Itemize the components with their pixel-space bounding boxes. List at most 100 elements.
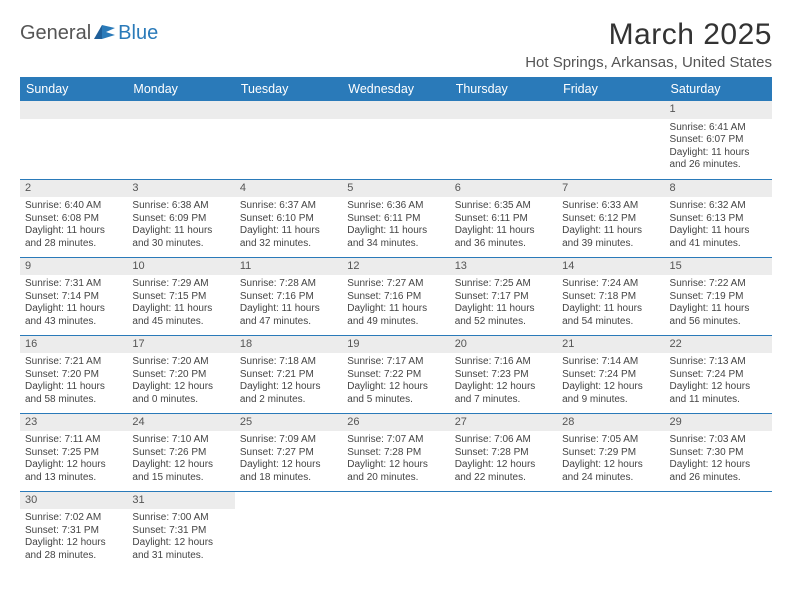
day-body: Sunrise: 6:41 AMSunset: 6:07 PMDaylight:… [665, 119, 772, 176]
sunset-line: Sunset: 7:28 PM [347, 447, 444, 460]
sunrise-line: Sunrise: 7:20 AM [132, 356, 229, 369]
sunrise-line: Sunrise: 6:32 AM [670, 200, 767, 213]
sunset-line: Sunset: 6:11 PM [455, 213, 552, 226]
day-number [235, 101, 342, 119]
day-number: 3 [127, 180, 234, 198]
day-number: 6 [450, 180, 557, 198]
sunrise-line: Sunrise: 7:10 AM [132, 434, 229, 447]
day-body: Sunrise: 7:28 AMSunset: 7:16 PMDaylight:… [235, 275, 342, 332]
day-number: 22 [665, 336, 772, 354]
weekday-header: Friday [557, 77, 664, 101]
daylight-line: Daylight: 11 hours and 26 minutes. [670, 147, 767, 172]
day-body: Sunrise: 6:37 AMSunset: 6:10 PMDaylight:… [235, 197, 342, 254]
weekday-header: Saturday [665, 77, 772, 101]
calendar-cell [235, 491, 342, 569]
day-body: Sunrise: 7:05 AMSunset: 7:29 PMDaylight:… [557, 431, 664, 488]
weekday-header: Wednesday [342, 77, 449, 101]
day-body: Sunrise: 6:40 AMSunset: 6:08 PMDaylight:… [20, 197, 127, 254]
daylight-line: Daylight: 12 hours and 5 minutes. [347, 381, 444, 406]
day-number: 28 [557, 414, 664, 432]
calendar-row: 2Sunrise: 6:40 AMSunset: 6:08 PMDaylight… [20, 179, 772, 257]
sunset-line: Sunset: 7:27 PM [240, 447, 337, 460]
daylight-line: Daylight: 11 hours and 45 minutes. [132, 303, 229, 328]
sunset-line: Sunset: 6:12 PM [562, 213, 659, 226]
day-number: 1 [665, 101, 772, 119]
sunrise-line: Sunrise: 7:00 AM [132, 512, 229, 525]
daylight-line: Daylight: 11 hours and 39 minutes. [562, 225, 659, 250]
daylight-line: Daylight: 11 hours and 28 minutes. [25, 225, 122, 250]
sunrise-line: Sunrise: 6:37 AM [240, 200, 337, 213]
calendar-cell [235, 101, 342, 179]
day-number: 19 [342, 336, 449, 354]
day-number: 15 [665, 258, 772, 276]
daylight-line: Daylight: 12 hours and 7 minutes. [455, 381, 552, 406]
calendar-cell [557, 491, 664, 569]
calendar-cell: 20Sunrise: 7:16 AMSunset: 7:23 PMDayligh… [450, 335, 557, 413]
day-number: 7 [557, 180, 664, 198]
sunset-line: Sunset: 6:09 PM [132, 213, 229, 226]
calendar-cell: 12Sunrise: 7:27 AMSunset: 7:16 PMDayligh… [342, 257, 449, 335]
calendar-cell: 16Sunrise: 7:21 AMSunset: 7:20 PMDayligh… [20, 335, 127, 413]
day-body: Sunrise: 7:29 AMSunset: 7:15 PMDaylight:… [127, 275, 234, 332]
day-body: Sunrise: 7:17 AMSunset: 7:22 PMDaylight:… [342, 353, 449, 410]
weekday-header: Tuesday [235, 77, 342, 101]
day-number: 2 [20, 180, 127, 198]
sunrise-line: Sunrise: 7:11 AM [25, 434, 122, 447]
day-number: 12 [342, 258, 449, 276]
sunset-line: Sunset: 6:10 PM [240, 213, 337, 226]
page-subtitle: Hot Springs, Arkansas, United States [525, 54, 772, 71]
calendar-cell: 24Sunrise: 7:10 AMSunset: 7:26 PMDayligh… [127, 413, 234, 491]
sunset-line: Sunset: 7:24 PM [670, 369, 767, 382]
sunrise-line: Sunrise: 7:31 AM [25, 278, 122, 291]
calendar-cell [450, 101, 557, 179]
sunrise-line: Sunrise: 7:06 AM [455, 434, 552, 447]
sunset-line: Sunset: 7:23 PM [455, 369, 552, 382]
daylight-line: Daylight: 12 hours and 24 minutes. [562, 459, 659, 484]
sunrise-line: Sunrise: 7:29 AM [132, 278, 229, 291]
sunrise-line: Sunrise: 7:13 AM [670, 356, 767, 369]
day-number: 18 [235, 336, 342, 354]
calendar-cell: 21Sunrise: 7:14 AMSunset: 7:24 PMDayligh… [557, 335, 664, 413]
day-body: Sunrise: 7:14 AMSunset: 7:24 PMDaylight:… [557, 353, 664, 410]
sunrise-line: Sunrise: 7:22 AM [670, 278, 767, 291]
day-body: Sunrise: 7:11 AMSunset: 7:25 PMDaylight:… [20, 431, 127, 488]
day-number: 29 [665, 414, 772, 432]
day-body: Sunrise: 7:00 AMSunset: 7:31 PMDaylight:… [127, 509, 234, 566]
calendar-cell: 10Sunrise: 7:29 AMSunset: 7:15 PMDayligh… [127, 257, 234, 335]
calendar-cell: 30Sunrise: 7:02 AMSunset: 7:31 PMDayligh… [20, 491, 127, 569]
calendar-cell: 6Sunrise: 6:35 AMSunset: 6:11 PMDaylight… [450, 179, 557, 257]
day-body: Sunrise: 7:10 AMSunset: 7:26 PMDaylight:… [127, 431, 234, 488]
day-body: Sunrise: 6:33 AMSunset: 6:12 PMDaylight:… [557, 197, 664, 254]
day-body: Sunrise: 7:09 AMSunset: 7:27 PMDaylight:… [235, 431, 342, 488]
daylight-line: Daylight: 12 hours and 20 minutes. [347, 459, 444, 484]
daylight-line: Daylight: 12 hours and 31 minutes. [132, 537, 229, 562]
sunset-line: Sunset: 7:16 PM [347, 291, 444, 304]
day-number [342, 101, 449, 119]
sunrise-line: Sunrise: 7:14 AM [562, 356, 659, 369]
day-body: Sunrise: 7:06 AMSunset: 7:28 PMDaylight:… [450, 431, 557, 488]
calendar-cell: 14Sunrise: 7:24 AMSunset: 7:18 PMDayligh… [557, 257, 664, 335]
calendar-cell [20, 101, 127, 179]
sunset-line: Sunset: 7:26 PM [132, 447, 229, 460]
sunset-line: Sunset: 7:21 PM [240, 369, 337, 382]
weekday-row: Sunday Monday Tuesday Wednesday Thursday… [20, 77, 772, 101]
daylight-line: Daylight: 12 hours and 13 minutes. [25, 459, 122, 484]
day-body: Sunrise: 7:31 AMSunset: 7:14 PMDaylight:… [20, 275, 127, 332]
daylight-line: Daylight: 11 hours and 32 minutes. [240, 225, 337, 250]
day-number: 11 [235, 258, 342, 276]
day-body: Sunrise: 7:27 AMSunset: 7:16 PMDaylight:… [342, 275, 449, 332]
calendar-cell [127, 101, 234, 179]
sunrise-line: Sunrise: 6:41 AM [670, 122, 767, 135]
calendar-cell: 3Sunrise: 6:38 AMSunset: 6:09 PMDaylight… [127, 179, 234, 257]
calendar-cell: 23Sunrise: 7:11 AMSunset: 7:25 PMDayligh… [20, 413, 127, 491]
sunset-line: Sunset: 7:15 PM [132, 291, 229, 304]
sunset-line: Sunset: 6:07 PM [670, 134, 767, 147]
sunrise-line: Sunrise: 6:33 AM [562, 200, 659, 213]
day-body: Sunrise: 7:21 AMSunset: 7:20 PMDaylight:… [20, 353, 127, 410]
calendar-cell: 29Sunrise: 7:03 AMSunset: 7:30 PMDayligh… [665, 413, 772, 491]
calendar-table: Sunday Monday Tuesday Wednesday Thursday… [20, 77, 772, 569]
day-number [127, 101, 234, 119]
calendar-cell: 11Sunrise: 7:28 AMSunset: 7:16 PMDayligh… [235, 257, 342, 335]
sunrise-line: Sunrise: 7:21 AM [25, 356, 122, 369]
daylight-line: Daylight: 12 hours and 22 minutes. [455, 459, 552, 484]
